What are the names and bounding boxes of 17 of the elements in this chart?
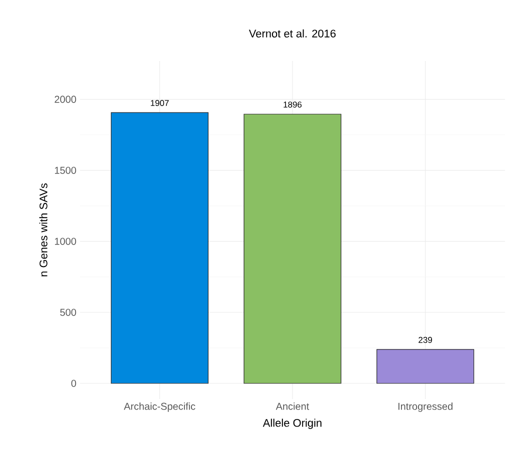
- x-axis-title: Allele Origin: [262, 418, 322, 429]
- x-tick-label: Introgressed: [398, 402, 452, 412]
- y-axis-title: n Genes with SAVs: [39, 183, 48, 276]
- bar: [376, 349, 474, 384]
- data-label: 1896: [284, 102, 302, 108]
- x-tick-label: Ancient: [276, 402, 310, 410]
- y-tick-label: 1000: [54, 238, 76, 245]
- y-tick-label: 0: [71, 380, 76, 387]
- data-label: 1907: [150, 100, 169, 106]
- bar: [244, 114, 342, 384]
- bar: [110, 112, 208, 384]
- y-tick-label: 500: [60, 308, 76, 316]
- y-tick-label: 2000: [54, 96, 76, 103]
- y-tick-label: 1500: [54, 166, 76, 174]
- data-label: 239: [418, 336, 432, 343]
- x-tick-label: Archaic-Specific: [124, 402, 196, 412]
- chart-title: Vernot et al. 2016: [248, 29, 336, 38]
